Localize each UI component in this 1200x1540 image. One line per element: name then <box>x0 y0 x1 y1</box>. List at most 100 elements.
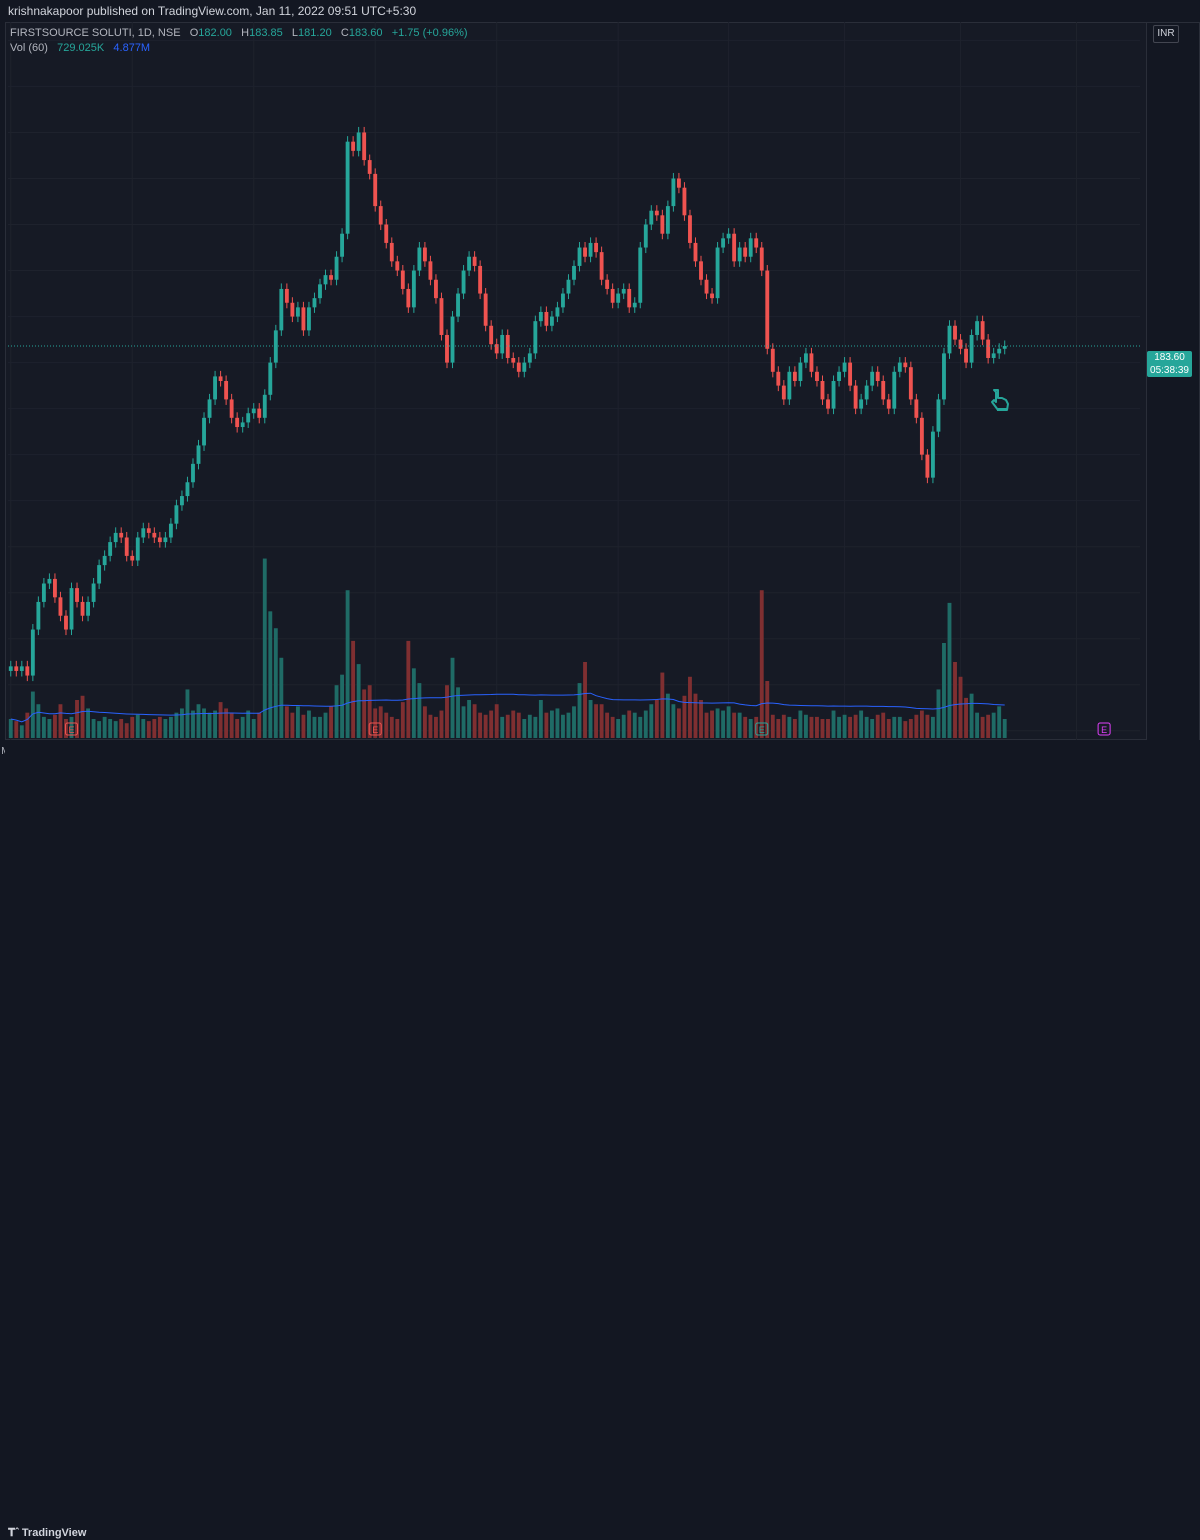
chart-legend: FIRSTSOURCE SOLUTI, 1D, NSE O182.00 H183… <box>10 26 468 56</box>
volume-bar <box>583 662 587 738</box>
footer: 𝐓ˆ TradingView <box>0 760 1200 1539</box>
candle-body <box>732 233 737 262</box>
candles <box>8 126 1007 682</box>
candle-body <box>400 270 405 289</box>
volume-bar <box>80 695 85 738</box>
volume-bar <box>892 716 897 738</box>
candle-body <box>434 279 438 299</box>
volume-bar <box>157 716 162 738</box>
candle-body <box>942 353 946 400</box>
volume-bar <box>428 714 433 738</box>
volume-bar <box>53 714 57 738</box>
volume-bar <box>284 706 289 738</box>
candle-body <box>323 275 328 285</box>
volume-bar <box>561 714 565 738</box>
candle-body <box>881 381 886 400</box>
candle-body <box>373 173 378 207</box>
time-axis[interactable] <box>5 740 1147 760</box>
volume-bar <box>654 700 659 738</box>
candle-body <box>605 279 610 289</box>
chart-pane[interactable] <box>5 22 1147 740</box>
candle-body <box>130 555 135 561</box>
candle-body <box>715 247 720 299</box>
candle-body <box>704 279 709 294</box>
close-label: C <box>340 27 349 39</box>
candle-body <box>456 293 460 317</box>
candle-body <box>555 307 560 317</box>
volume-bar <box>621 714 626 738</box>
volume-bar <box>930 716 935 738</box>
candle-body <box>549 316 554 326</box>
volume-bar <box>770 714 775 738</box>
volume-bar <box>279 657 284 738</box>
volume-bar <box>240 716 245 738</box>
candle-body <box>616 293 621 303</box>
candle-body <box>654 210 659 216</box>
tradingview-logo[interactable]: 𝐓ˆ TradingView <box>8 1527 86 1540</box>
volume-bar <box>699 700 703 738</box>
volume-bar <box>726 706 731 738</box>
volume-bar <box>295 706 300 738</box>
candle-body <box>632 302 637 308</box>
volume-bar <box>461 706 466 738</box>
candle-body <box>268 362 273 395</box>
candle-body <box>64 615 68 630</box>
volume-bar <box>616 719 621 738</box>
candle-body <box>340 233 345 257</box>
candle-body <box>86 601 91 616</box>
candle-body <box>572 265 576 280</box>
candle-body <box>958 339 963 349</box>
volume-bar <box>334 685 339 738</box>
volume-bar <box>340 674 345 738</box>
candle-body <box>461 270 466 294</box>
volume-bar <box>875 714 880 738</box>
volume-bar <box>638 716 643 738</box>
candle-body <box>483 293 488 326</box>
high-value: 183.85 <box>249 27 283 39</box>
candle-body <box>925 454 930 478</box>
volume-bar <box>660 672 665 738</box>
volume-bar <box>213 710 218 738</box>
currency-label[interactable]: INR <box>1153 25 1179 43</box>
candle-body <box>378 206 383 225</box>
volume-bar <box>196 704 201 738</box>
volume-label[interactable]: Vol (60) <box>10 42 48 54</box>
candle-body <box>892 371 897 409</box>
volume-bar <box>594 704 599 738</box>
price-axis[interactable] <box>1147 22 1200 740</box>
candle-body <box>538 311 543 322</box>
volume-bar <box>180 708 184 738</box>
candle-body <box>91 583 96 602</box>
last-price-value: 183.60 <box>1154 352 1185 363</box>
candle-body <box>207 399 212 418</box>
grid-lines <box>8 22 1140 740</box>
candle-body <box>318 284 322 299</box>
candle-body <box>864 385 869 400</box>
price-chart[interactable]: 100.00110.00120.00130.00140.00150.00160.… <box>0 0 1200 788</box>
volume-bar <box>86 708 91 738</box>
volume-bar <box>450 657 455 738</box>
candle-body <box>141 528 146 538</box>
volume-bar <box>533 716 538 738</box>
volume-bar <box>953 662 957 738</box>
candle-body <box>903 362 908 368</box>
volume-bar <box>323 712 328 738</box>
volume-bar <box>124 723 129 738</box>
volume-bar <box>351 640 356 738</box>
volume-bar <box>174 712 179 738</box>
candle-body <box>445 334 449 363</box>
candle-body <box>837 371 841 381</box>
candle-body <box>561 293 565 308</box>
symbol-label[interactable]: FIRSTSOURCE SOLUTI, 1D, NSE <box>10 27 181 39</box>
candle-body <box>853 385 858 409</box>
volume-bar <box>8 719 13 738</box>
volume-bar <box>991 712 996 738</box>
candle-body <box>450 316 455 363</box>
candle-body <box>859 399 864 409</box>
brand-text: TradingView <box>21 1527 87 1539</box>
candle-body <box>262 394 267 418</box>
volume-bar <box>826 719 830 738</box>
volume-bar <box>257 712 262 738</box>
volume-bar <box>135 714 140 738</box>
candle-body <box>516 362 521 372</box>
